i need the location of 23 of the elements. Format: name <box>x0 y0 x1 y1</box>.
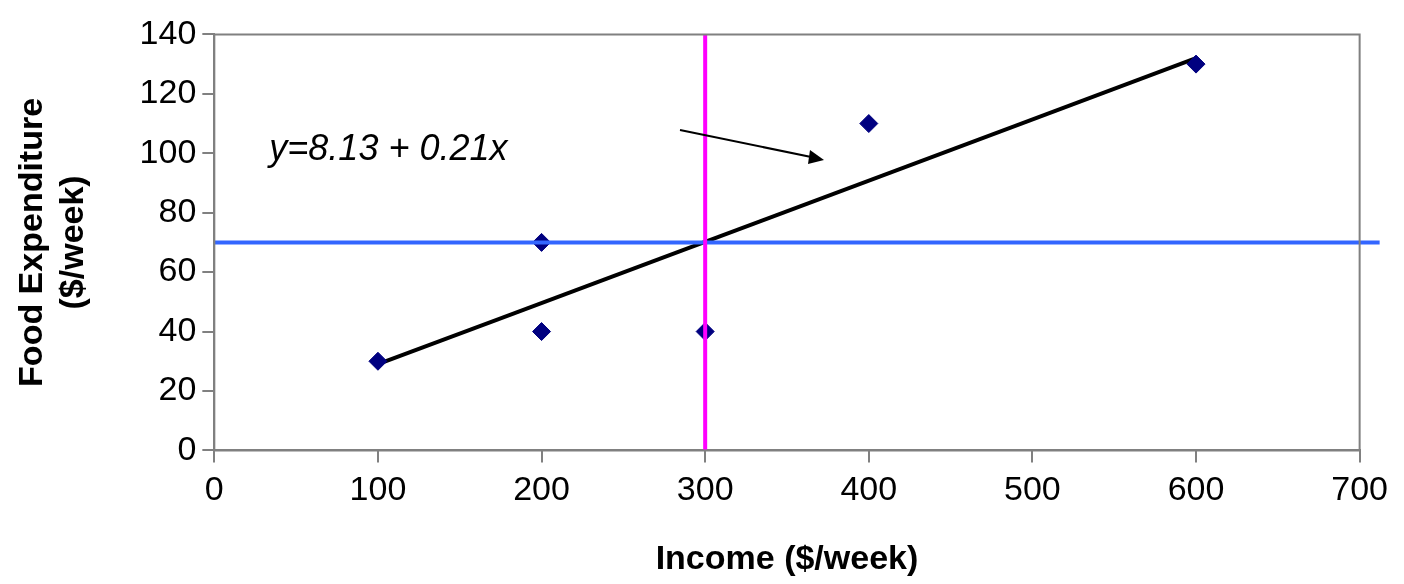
point <box>1186 54 1206 74</box>
x-tick-label: 300 <box>676 469 734 508</box>
y-tick-label: 120 <box>139 72 197 111</box>
annotation: y=8.13 + 0.21x <box>266 127 510 169</box>
x-tick-label: 100 <box>349 469 407 508</box>
y-tick-label: 80 <box>158 191 197 230</box>
x-tick-label: 600 <box>1167 469 1225 508</box>
x-tick-label: 700 <box>1331 469 1388 508</box>
point <box>532 322 552 342</box>
y-tick-label: 20 <box>158 369 197 408</box>
point <box>859 114 879 134</box>
y-tick-label: 0 <box>177 428 197 467</box>
x-tick-label: 500 <box>1004 469 1061 508</box>
y-tick-label: 40 <box>158 309 197 348</box>
x-tick-label: 200 <box>513 469 570 508</box>
y-tick-label: 60 <box>158 250 197 289</box>
x-axis-title: Income ($/week) <box>655 537 919 576</box>
x-tick-label: 400 <box>840 469 898 508</box>
x-tick-label: 0 <box>204 469 224 508</box>
y-tick-label: 140 <box>139 12 197 51</box>
y-tick-label: 100 <box>139 131 197 170</box>
y-axis-title: Food Expenditure ($/week) <box>10 97 90 387</box>
point <box>368 351 388 371</box>
